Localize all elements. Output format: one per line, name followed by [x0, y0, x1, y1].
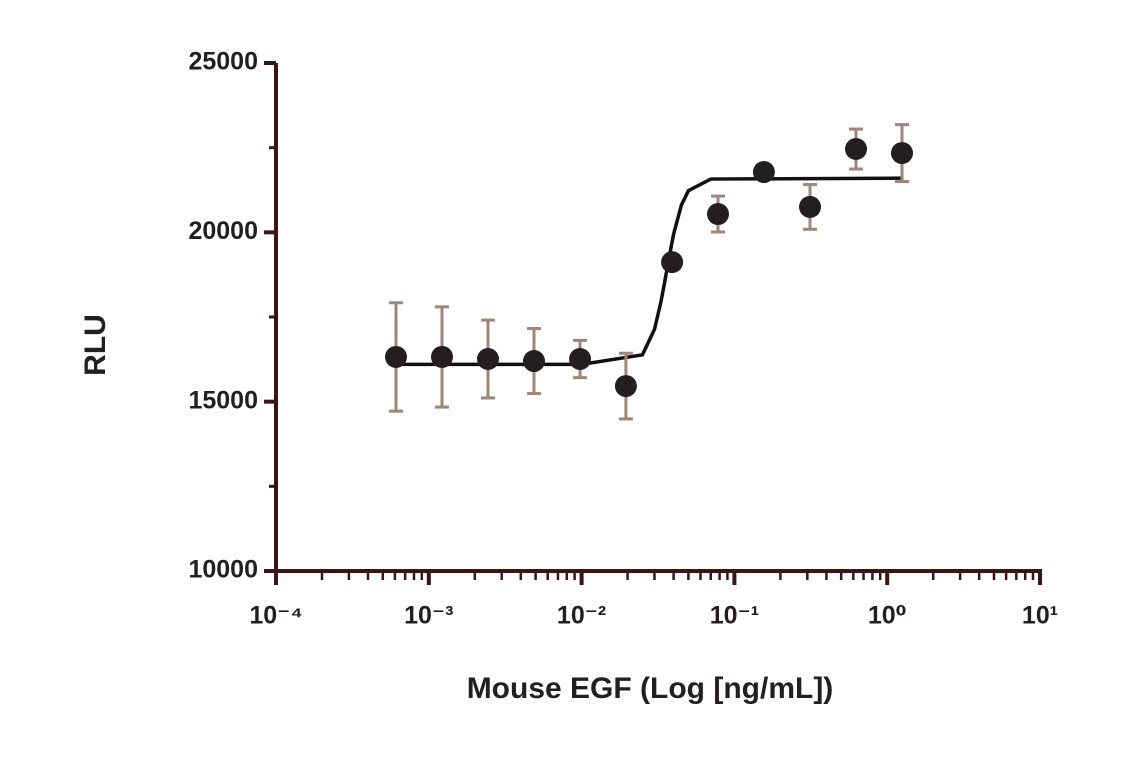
y-tick-label: 15000: [188, 386, 258, 414]
data-point: [522, 350, 545, 373]
x-tick-label: 10⁰: [868, 602, 907, 630]
x-tick-label: 10⁻³: [404, 602, 453, 630]
x-tick-label: 10⁻⁴: [249, 602, 302, 630]
data-point: [476, 347, 499, 370]
data-point: [752, 161, 775, 184]
y-tick-label: 20000: [188, 217, 258, 245]
fit-curve: [395, 176, 903, 367]
x-tick-label: 10⁻²: [557, 602, 606, 630]
y-tick-label: 25000: [188, 48, 258, 76]
x-tick-label: 10⁻¹: [710, 602, 759, 630]
data-point: [614, 375, 637, 398]
data-point: [569, 347, 592, 370]
data-point: [891, 142, 914, 165]
data-point: [706, 203, 729, 226]
data-point: [661, 251, 684, 274]
data-point: [384, 345, 407, 368]
data-point: [845, 138, 868, 161]
data-point: [430, 345, 453, 368]
y-tick-label: 10000: [188, 556, 258, 584]
data-point: [799, 195, 822, 218]
x-axis-title: Mouse EGF (Log [ng/mL]): [467, 672, 834, 705]
y-axis-title: RLU: [79, 314, 112, 376]
x-tick-label: 10¹: [1022, 602, 1058, 630]
